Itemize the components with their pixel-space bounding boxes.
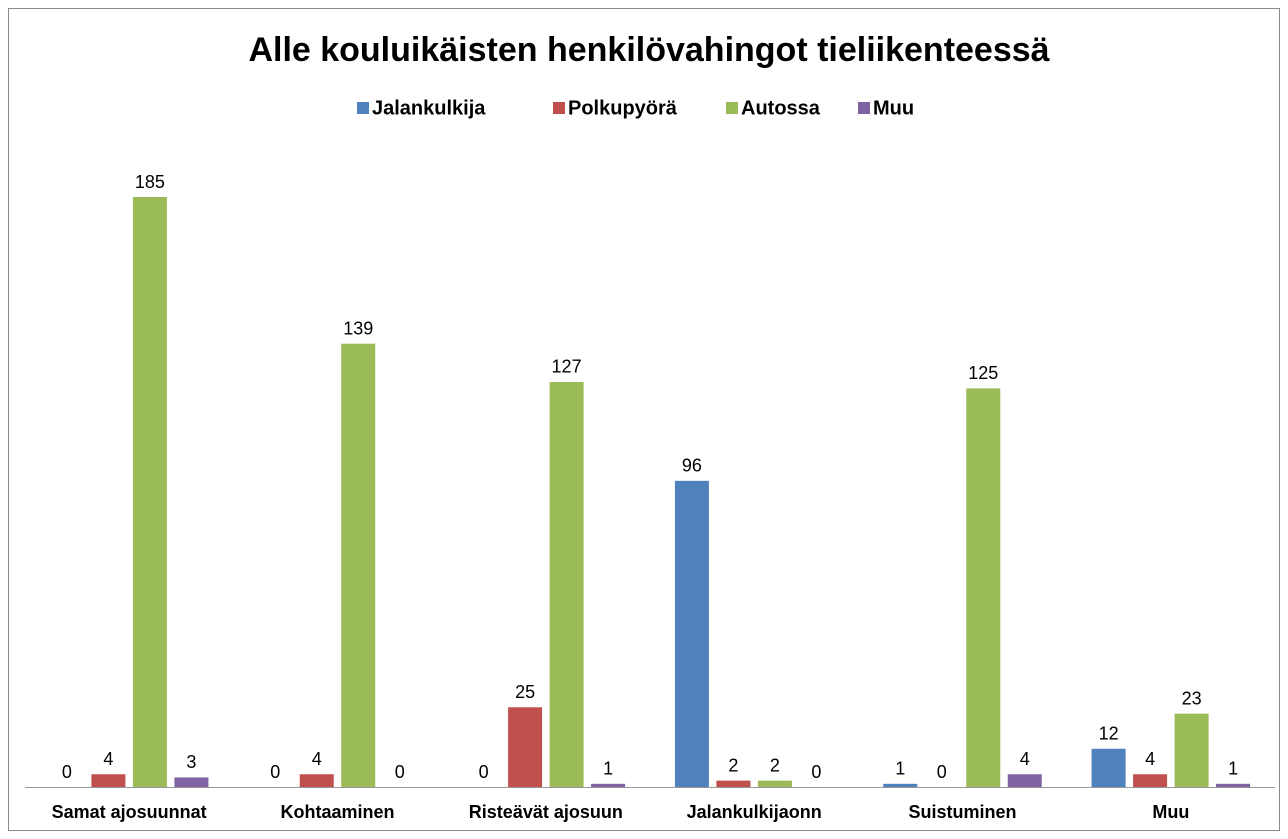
- value-label: 2: [770, 755, 780, 775]
- value-label: 96: [682, 456, 702, 476]
- value-label: 1: [603, 759, 613, 779]
- x-tick-label: Suistuminen: [908, 802, 1016, 822]
- bar: [674, 480, 709, 787]
- bar: [91, 774, 126, 787]
- value-label: 4: [312, 749, 322, 769]
- bar: [883, 783, 918, 787]
- value-label: 4: [1020, 749, 1030, 769]
- x-tick-label: Kohtaaminen: [280, 802, 394, 822]
- bar: [508, 707, 543, 787]
- legend-swatch: [357, 102, 369, 114]
- x-tick-label: Risteävät ajosuun: [469, 802, 623, 822]
- value-label: 0: [479, 762, 489, 782]
- bar: [757, 780, 792, 787]
- bar: [132, 197, 167, 787]
- value-label: 127: [552, 357, 582, 377]
- legend-label: Jalankulkija: [372, 97, 486, 119]
- bar: [299, 774, 334, 787]
- value-label: 0: [62, 762, 72, 782]
- bar: [1174, 713, 1209, 787]
- value-label: 1: [1228, 759, 1238, 779]
- value-label: 4: [103, 749, 113, 769]
- x-tick-label: Muu: [1152, 802, 1189, 822]
- value-label: 3: [186, 752, 196, 772]
- bar: [1133, 774, 1168, 787]
- value-label: 125: [968, 363, 998, 383]
- bar: [341, 343, 376, 787]
- legend-label: Polkupyörä: [568, 97, 678, 119]
- legend-swatch: [858, 102, 870, 114]
- legend-swatch: [726, 102, 738, 114]
- value-label: 0: [937, 762, 947, 782]
- legend-swatch: [553, 102, 565, 114]
- value-label: 1: [895, 759, 905, 779]
- value-label: 23: [1182, 688, 1202, 708]
- value-label: 139: [343, 318, 373, 338]
- bar: [1091, 748, 1126, 787]
- bar: [591, 783, 626, 787]
- value-label: 25: [515, 682, 535, 702]
- x-tick-label: Samat ajosuunnat: [52, 802, 207, 822]
- bar: [174, 777, 209, 787]
- value-label: 0: [395, 762, 405, 782]
- value-label: 185: [135, 172, 165, 192]
- legend-label: Muu: [873, 97, 914, 119]
- value-label: 12: [1099, 723, 1119, 743]
- bar: [549, 381, 584, 787]
- value-label: 0: [811, 762, 821, 782]
- bar: [966, 388, 1001, 787]
- x-tick-label: Jalankulkijaonn: [687, 802, 822, 822]
- value-label: 4: [1145, 749, 1155, 769]
- legend-label: Autossa: [741, 97, 821, 119]
- bar: [716, 780, 751, 787]
- bar: [1007, 774, 1042, 787]
- chart-title: Alle kouluikäisten henkilövahingot tieli…: [248, 31, 1049, 69]
- chart-border: [8, 8, 1280, 831]
- value-label: 2: [728, 755, 738, 775]
- value-label: 0: [270, 762, 280, 782]
- bar: [1216, 783, 1251, 787]
